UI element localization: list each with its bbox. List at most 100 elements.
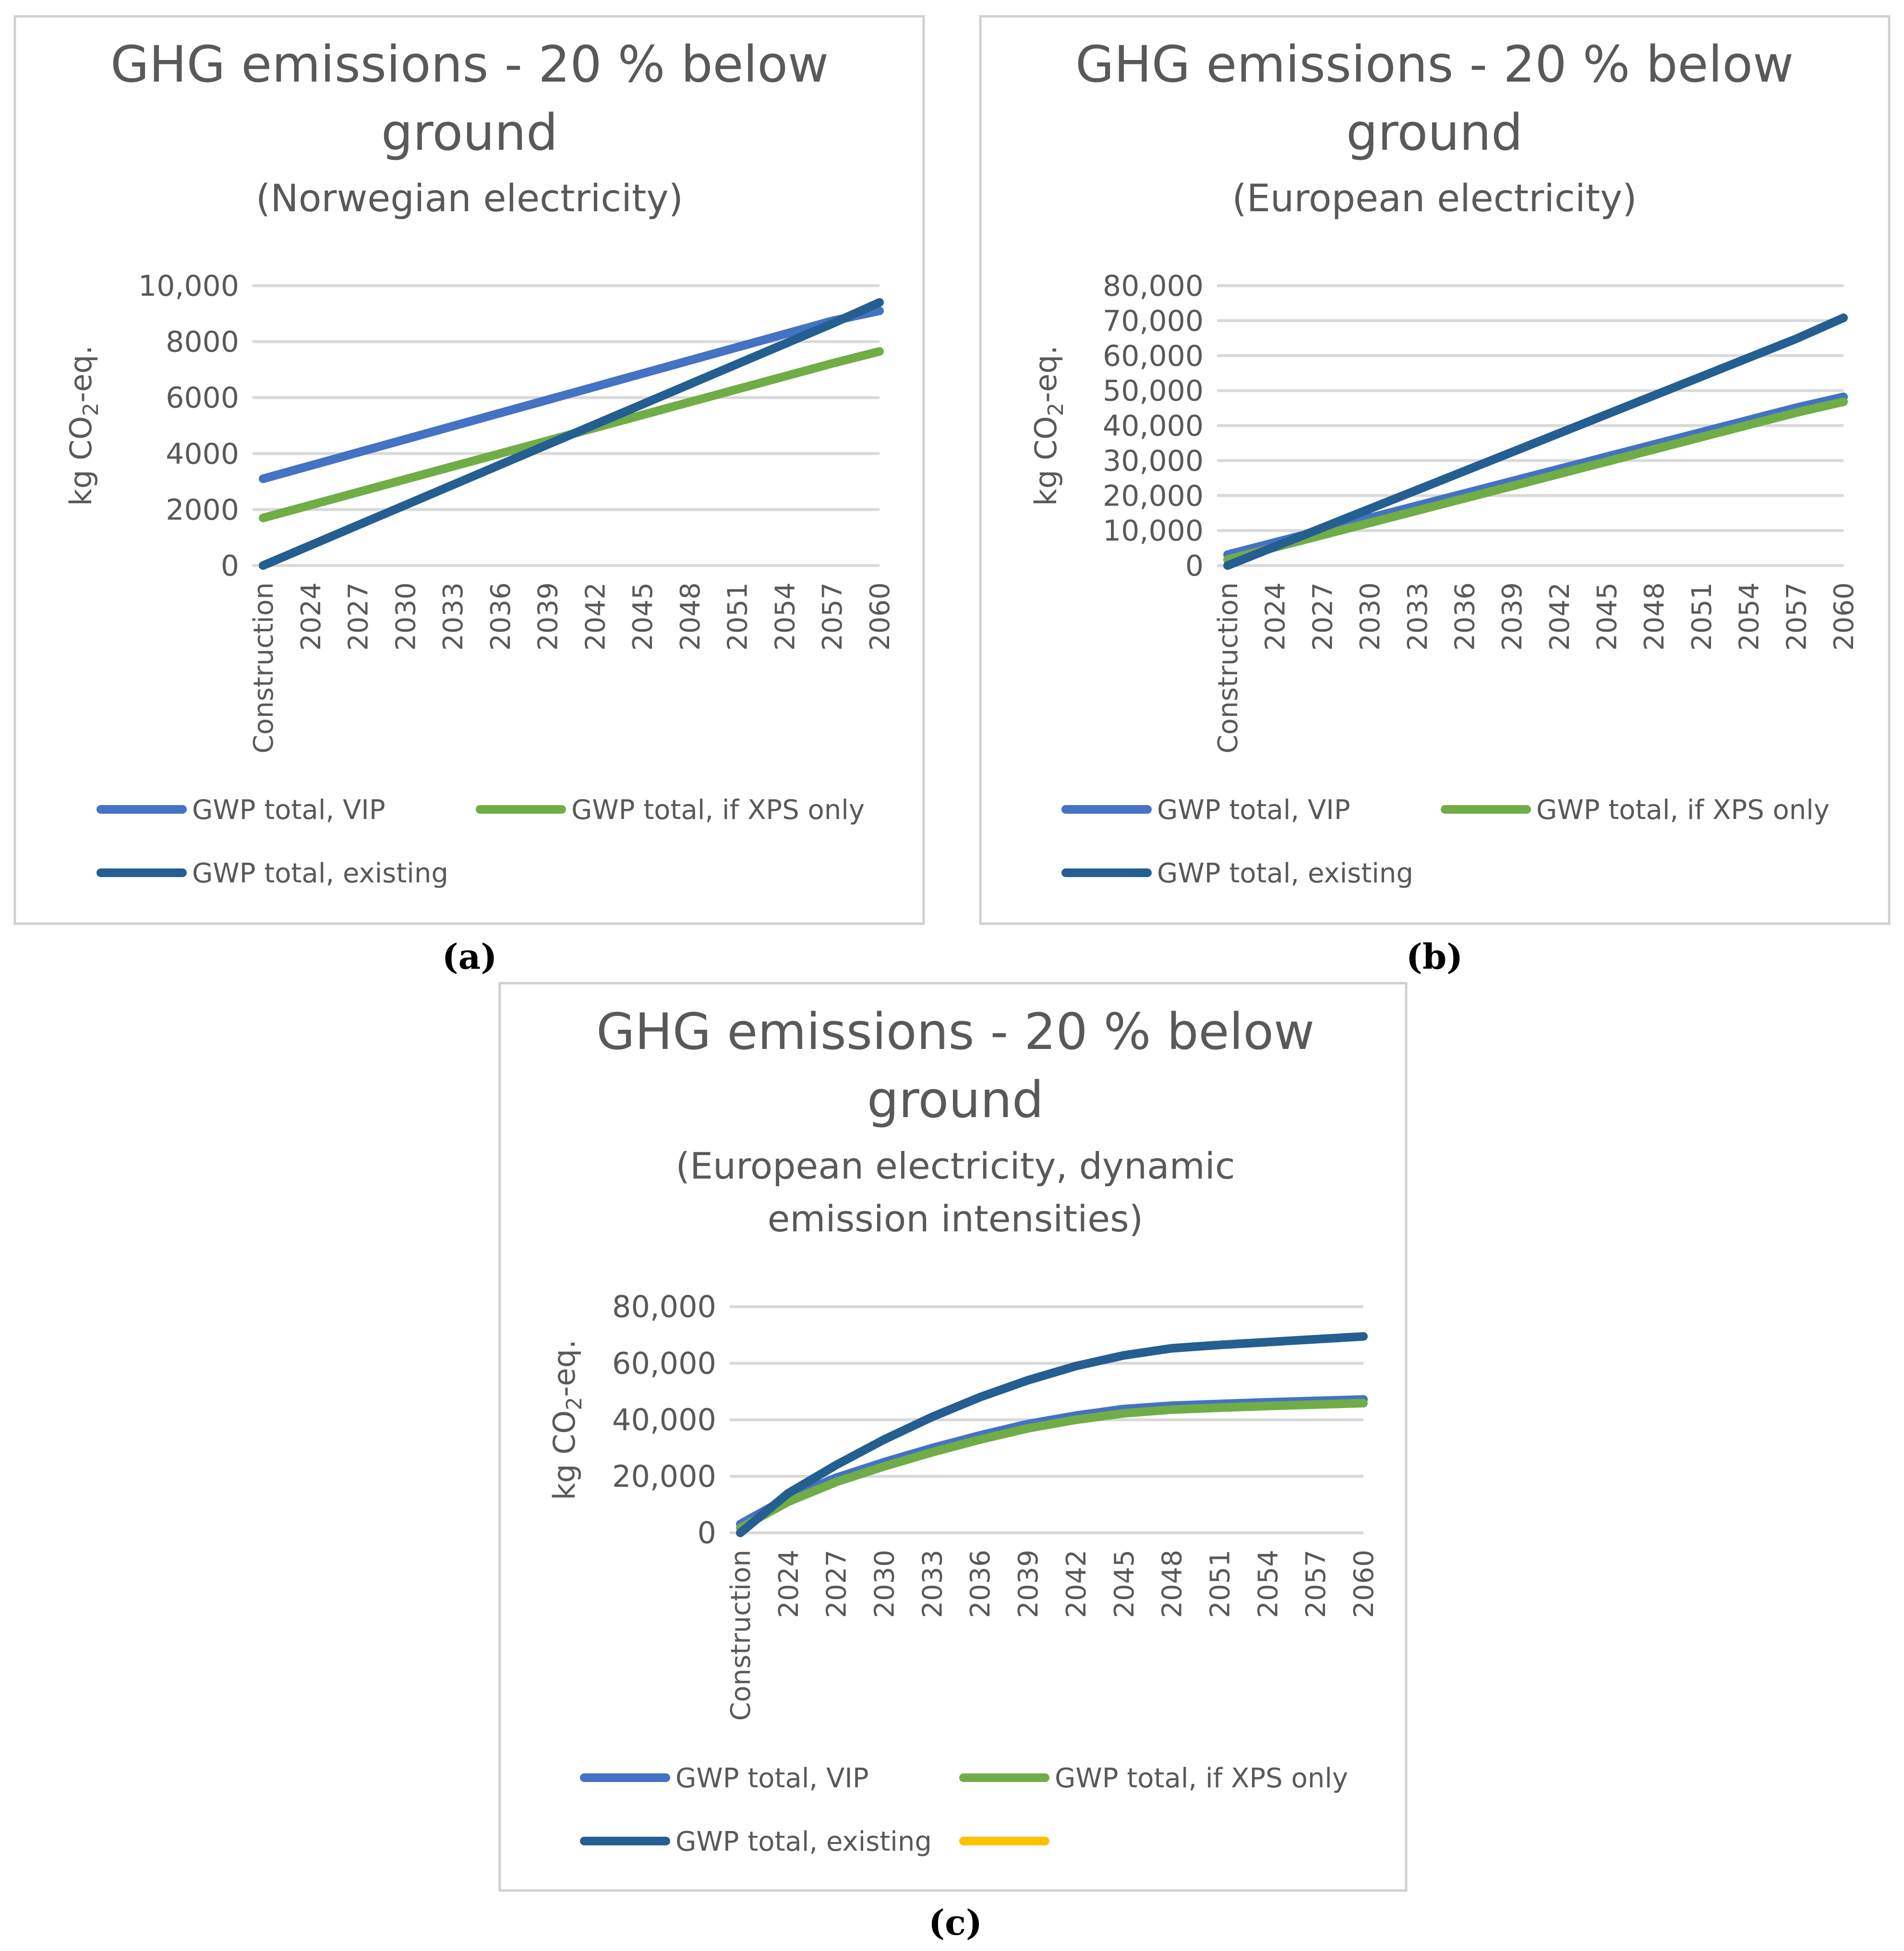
x-tick-label: 2024	[296, 582, 327, 651]
y-tick-label: 20,000	[1103, 479, 1204, 513]
x-tick-label: 2027	[1307, 582, 1338, 651]
chart-title-line: ground	[1346, 103, 1523, 162]
x-tick-label: 2036	[1449, 582, 1481, 651]
x-tick-label: 2057	[1301, 1550, 1332, 1618]
x-tick-label: 2039	[1013, 1550, 1044, 1618]
chart-title: GHG emissions - 20 % below ground	[596, 1002, 1314, 1129]
y-tick-label: 70,000	[1103, 304, 1204, 338]
x-tick-label: 2054	[1253, 1550, 1284, 1618]
chart-frame	[498, 982, 1408, 1892]
y-axis-ticks: 0 20,000 40,000 60,000 80,000	[612, 1289, 716, 1551]
y-axis-label: kg CO2-eq.	[547, 1339, 587, 1500]
series-line-xps	[1223, 397, 1848, 564]
x-tick-label: 2045	[1592, 582, 1623, 651]
legend: GWP total, VIP GWP total, if XPS only GWP …	[1061, 795, 1830, 889]
x-tick-label: 2024	[773, 1550, 805, 1618]
legend-label: GWP total, VIP	[675, 1763, 869, 1794]
y-tick-label: 0	[698, 1516, 716, 1551]
chart-subtitle-line: (Norwegian electricity)	[256, 177, 683, 220]
x-tick-label: 2027	[821, 1550, 853, 1618]
y-axis-ticks: 0 2000 4000 6000 8000 10,000	[138, 269, 239, 583]
y-tick-label: 0	[221, 549, 239, 583]
y-axis-label-main: kg CO	[547, 1410, 582, 1500]
legend-label: GWP total, existing	[1157, 858, 1413, 889]
chart-title-line: ground	[867, 1071, 1044, 1129]
legend-label: GWP total, if XPS only	[571, 795, 865, 826]
y-tick-label: 40,000	[612, 1402, 716, 1437]
y-axis-label-main: kg CO	[63, 416, 98, 506]
y-axis-label: kg CO2-eq.	[1028, 345, 1068, 506]
series-lines	[1223, 313, 1848, 570]
x-tick-label: 2042	[580, 582, 611, 651]
y-tick-label: 80,000	[612, 1289, 716, 1325]
x-tick-label: 2042	[1061, 1550, 1092, 1618]
y-tick-label: 8000	[166, 325, 239, 359]
y-tick-label: 10,000	[1103, 514, 1204, 548]
y-axis-label: kg CO2-eq.	[63, 345, 103, 506]
legend: GWP total, VIP GWP total, if XPS only GWP …	[96, 795, 865, 889]
chart-title-line: ground	[381, 103, 558, 162]
legend-label: GWP total, existing	[192, 858, 448, 889]
y-tick-label: 4000	[166, 437, 239, 471]
x-tick-label: 2054	[770, 582, 801, 651]
chart-frame	[979, 15, 1891, 925]
x-tick-label: 2033	[1402, 582, 1434, 651]
y-axis-label-main: kg CO	[1028, 416, 1063, 506]
y-axis-label-tail: -eq.	[547, 1339, 582, 1397]
x-tick-label: 2033	[917, 1550, 948, 1618]
series-line-xps	[736, 1398, 1368, 1532]
x-tick-label: 2060	[1349, 1550, 1380, 1618]
y-axis-label-text: kg CO2-eq.	[63, 345, 103, 506]
panel-caption: (b)	[1406, 936, 1463, 977]
chart-title-line: GHG emissions - 20 % below	[1075, 35, 1794, 94]
y-tick-label: 80,000	[1103, 269, 1204, 303]
y-tick-label: 60,000	[1103, 339, 1204, 373]
chart-subtitle: (Norwegian electricity)	[256, 177, 683, 220]
y-axis-label-subscript: 2	[79, 403, 103, 416]
chart-subtitle: (European electricity, dynamic emission i…	[675, 1144, 1235, 1240]
x-tick-label: 2039	[1497, 582, 1528, 651]
x-tick-label: Construction	[248, 582, 279, 754]
y-tick-label: 2000	[166, 493, 239, 527]
y-axis-label-text: kg CO2-eq.	[1028, 345, 1068, 506]
legend-label: GWP total, VIP	[1157, 795, 1350, 826]
chart-panel-c: GHG emissions - 20 % below ground (Europe…	[498, 982, 1408, 1943]
legend-label: GWP total, existing	[675, 1826, 932, 1857]
series-lines	[259, 298, 884, 570]
chart-subtitle-line: emission intensities)	[768, 1197, 1144, 1240]
x-tick-label: 2039	[533, 582, 564, 651]
x-tick-label: 2057	[1781, 582, 1812, 651]
legend-label: GWP total, if XPS only	[1055, 1763, 1348, 1794]
x-tick-label: 2057	[817, 582, 848, 651]
chart-subtitle-line: (European electricity)	[1232, 177, 1637, 220]
x-tick-label: 2048	[1639, 582, 1670, 651]
x-axis-ticks: Construction 2024 2027 2030 2033 2036 2039 2042…	[1213, 582, 1860, 754]
y-axis-label-tail: -eq.	[63, 345, 98, 403]
chart-subtitle-line: (European electricity, dynamic	[675, 1144, 1235, 1187]
x-tick-label: 2054	[1734, 582, 1765, 651]
y-axis-label-subscript: 2	[562, 1397, 587, 1410]
y-tick-label: 20,000	[612, 1459, 716, 1494]
panel-caption: (a)	[442, 936, 497, 977]
y-tick-label: 10,000	[138, 269, 239, 303]
x-tick-label: 2060	[1829, 582, 1860, 651]
chart-title-line: GHG emissions - 20 % below	[110, 35, 829, 94]
chart-title-line: GHG emissions - 20 % below	[596, 1002, 1314, 1061]
y-axis-label-text: kg CO2-eq.	[547, 1339, 587, 1500]
y-tick-label: 30,000	[1103, 444, 1204, 478]
y-axis-ticks: 010,00020,00030,00040,00050,00060,00070,…	[1103, 269, 1204, 583]
x-tick-label: 2042	[1544, 582, 1576, 651]
chart-panel-b: GHG emissions - 20 % below ground (Europe…	[979, 15, 1891, 977]
series-line-existing	[1223, 313, 1848, 570]
x-tick-label: 2051	[1205, 1550, 1236, 1618]
legend: GWP total, VIP GWP total, if XPS only GWP …	[580, 1763, 1348, 1857]
x-tick-label: 2045	[627, 582, 659, 651]
y-axis-label-tail: -eq.	[1028, 345, 1063, 403]
x-tick-label: 2051	[723, 582, 754, 651]
y-tick-label: 40,000	[1103, 409, 1204, 443]
chart-panel-a: GHG emissions - 20 % below ground (Norweg…	[13, 15, 925, 977]
chart-title: GHG emissions - 20 % below ground	[110, 35, 829, 162]
x-tick-label: 2030	[869, 1550, 901, 1618]
x-tick-label: 2036	[485, 582, 517, 651]
